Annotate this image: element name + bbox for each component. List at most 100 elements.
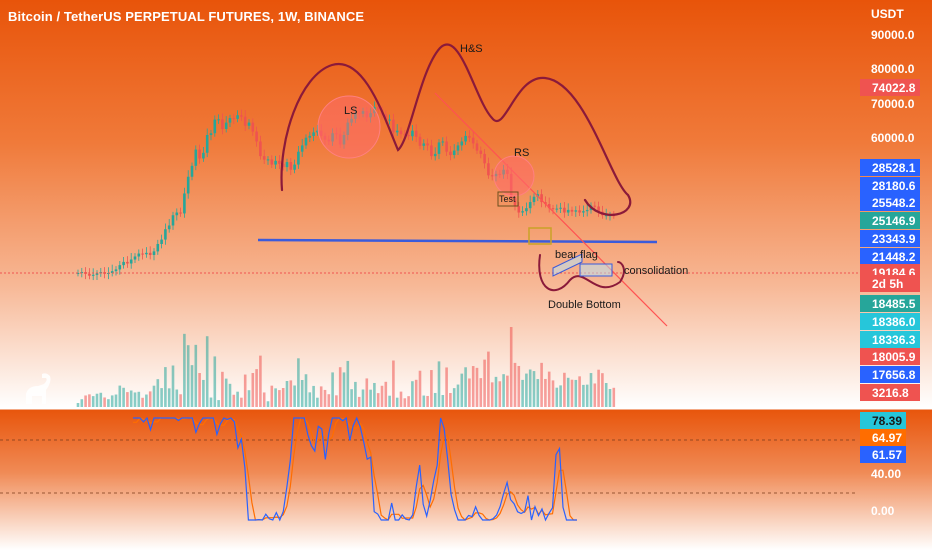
price-label-box: 21448.2 [860, 248, 920, 265]
left-shoulder-marker[interactable] [317, 95, 381, 159]
volume-bar [137, 391, 141, 407]
price-tick: 60000.0 [871, 131, 915, 145]
candle-body [164, 229, 167, 240]
volume-bar [525, 373, 528, 407]
candle-body [304, 137, 308, 146]
candle-body [513, 198, 517, 207]
volume-bar [80, 399, 84, 407]
volume-bar [88, 394, 91, 407]
price-label-box: 18005.9 [860, 348, 920, 365]
volume-bar [141, 397, 144, 407]
double-bottom-outline[interactable] [538, 254, 625, 292]
candle-body [418, 136, 422, 146]
consolidation-box[interactable] [579, 263, 613, 277]
volume-bar [456, 384, 460, 407]
volume-bar [547, 371, 551, 407]
price-label-box: 25146.9 [860, 212, 920, 229]
candle-body [88, 273, 91, 276]
volume-bar [479, 378, 483, 407]
volume-bar [517, 365, 521, 407]
volume-bar [471, 366, 475, 407]
volume-bar [483, 359, 486, 407]
volume-bar [240, 397, 243, 407]
volume-bar [540, 362, 543, 407]
volume-bar [582, 384, 585, 407]
volume-bar [156, 379, 160, 407]
candle-body [407, 135, 410, 137]
volume-bar [205, 336, 209, 407]
volume-bar [148, 391, 152, 407]
candle-body [452, 150, 456, 156]
candle-body [232, 118, 236, 120]
candle-body [399, 130, 403, 135]
candle-body [95, 273, 99, 275]
candle-body [456, 145, 460, 151]
price-label-box: 3216.8 [860, 384, 920, 401]
price-label-text: 28180.6 [872, 179, 916, 193]
retest-box[interactable] [497, 191, 519, 207]
volume-bar [365, 378, 369, 407]
volume-bar [190, 365, 194, 407]
volume-bar [392, 360, 395, 407]
volume-bar [399, 391, 403, 407]
candle-body [395, 130, 399, 133]
volume-bar [437, 361, 441, 407]
price-label-box: 18336.3 [860, 331, 920, 348]
volume-bar [262, 392, 266, 407]
candle-body [183, 193, 186, 214]
price-label-box: 25548.2 [860, 194, 920, 211]
volume-bar [251, 373, 255, 407]
stoch-k-line [133, 416, 577, 522]
head-and-shoulders-outline[interactable] [280, 43, 632, 216]
candle-body [471, 137, 475, 144]
osc-label-box: 61.57 [860, 446, 906, 463]
candle-body [217, 119, 220, 121]
volume-bar [376, 393, 380, 407]
volume-bar [175, 389, 179, 407]
volume-bar [354, 381, 357, 407]
price-tick: 90000.0 [871, 28, 915, 42]
candle-body [145, 252, 148, 255]
candle-body [483, 153, 486, 164]
candle-body [255, 131, 258, 142]
ls-label: LS [344, 105, 357, 117]
breakdown-box[interactable] [528, 227, 552, 245]
oscillator-pane-bg [0, 408, 932, 550]
price-label-text: 18386.0 [872, 315, 916, 329]
volume-bar [555, 387, 559, 407]
candle-body [289, 162, 293, 170]
double-bottom-label: Double Bottom [548, 299, 621, 311]
price-label-text: 28528.1 [872, 161, 916, 175]
volume-bar [593, 383, 597, 407]
candle-body [578, 210, 581, 213]
right-shoulder-marker[interactable] [493, 155, 535, 197]
volume-bar [426, 395, 429, 407]
volume-bar [103, 397, 106, 407]
price-axis[interactable]: 90000.0 80000.0 70000.0 60000.0 [871, 28, 915, 145]
neckline[interactable] [257, 238, 658, 244]
osc-label-box: 78.39 [860, 412, 906, 429]
volume-bar [369, 389, 372, 407]
candle-body [270, 159, 274, 165]
candle-body [110, 271, 114, 273]
volume-bar [589, 373, 593, 407]
volume-bar [357, 396, 361, 407]
consolidation-label: consolidation [624, 265, 688, 277]
volume-bar [152, 385, 156, 407]
candle-body [137, 253, 141, 257]
bear-flag-channel[interactable] [552, 253, 583, 277]
candle-body [209, 133, 213, 136]
volume-bar [293, 385, 296, 407]
candle-body [479, 150, 483, 154]
candle-body [449, 151, 452, 156]
volume-bar [278, 390, 281, 407]
candle-body [194, 149, 198, 166]
candle-body [160, 239, 163, 244]
candle-body [604, 215, 608, 217]
descending-trendline[interactable] [434, 92, 668, 327]
candle-body [437, 142, 441, 154]
bear-flag-label: bear flag [555, 249, 598, 261]
candle-body [114, 269, 118, 272]
candle-body [547, 204, 551, 209]
